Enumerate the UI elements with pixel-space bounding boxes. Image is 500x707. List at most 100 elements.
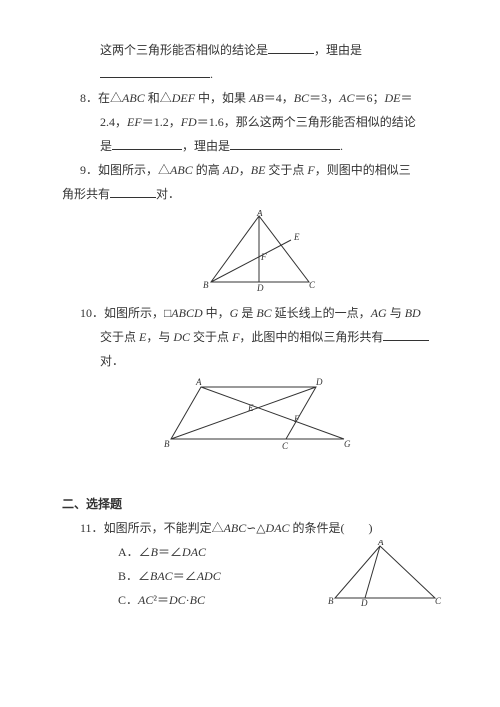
- q11-DAC: DAC: [266, 521, 290, 535]
- q8-eq5: ＝1.2，: [142, 115, 181, 129]
- q7-line2: .: [100, 62, 450, 86]
- q7-blank2[interactable]: [100, 66, 210, 78]
- q11-choice-C[interactable]: C．AC²＝DC·BC: [118, 588, 320, 612]
- q9-e: ，则图中的相似三: [315, 163, 411, 177]
- q10-lbl-G: G: [344, 439, 351, 449]
- q9-c: ，: [239, 163, 251, 177]
- q11-C-DC: DC: [169, 588, 186, 612]
- q11-c: 的条件是( ): [290, 521, 373, 535]
- q10-AG: AG: [371, 306, 387, 320]
- q10-l2b: ，与: [146, 330, 173, 344]
- q10-BD: BD: [405, 306, 421, 320]
- q8-blank2[interactable]: [230, 138, 340, 150]
- q10-lbl-E: E: [247, 403, 254, 413]
- q10-line2: 交于点 E，与 DC 交于点 F，此图中的相似三角形共有: [100, 325, 450, 349]
- q10-l2c: 交于点: [190, 330, 232, 344]
- q9-AD: AD: [223, 163, 239, 177]
- q11-C-pre: C．: [118, 588, 138, 612]
- q11-C-sq: ²＝: [153, 588, 169, 612]
- q10-lbl-F: F: [293, 414, 300, 424]
- q9-F: F: [307, 163, 314, 177]
- q9-blank[interactable]: [110, 186, 156, 198]
- q10-d: 延长线上的一点，: [272, 306, 371, 320]
- q9-line2: 角形共有 对．: [62, 182, 450, 206]
- q8-l3a: 是: [100, 139, 112, 153]
- q10-G: G: [230, 306, 239, 320]
- q10-e: 与: [387, 306, 405, 320]
- q11-b: ∽△: [246, 521, 265, 535]
- q9-line1: 9．如图所示，△ABC 的高 AD，BE 交于点 F，则图中的相似三: [80, 158, 450, 182]
- q8-eq3: ＝6；: [354, 91, 384, 105]
- q11-ABC: ABC: [224, 521, 247, 535]
- q10-l2d: ，此图中的相似三角形共有: [239, 330, 383, 344]
- q10-b: 中，: [203, 306, 230, 320]
- q8-eq2: ＝3，: [309, 91, 339, 105]
- spacer: [62, 468, 450, 482]
- q9-lbl-A: A: [256, 210, 263, 218]
- section2-heading: 二、选择题: [62, 492, 450, 516]
- q10-lbl-A: A: [195, 377, 202, 387]
- q7-blank1[interactable]: [268, 42, 314, 54]
- q8-BC: BC: [294, 91, 309, 105]
- q9-lbl-B: B: [203, 280, 209, 290]
- q8-DEF: DEF: [172, 91, 195, 105]
- q11-choice-B[interactable]: B．∠BAC＝∠ADC: [118, 564, 320, 588]
- q11-lbl-D: D: [360, 598, 368, 608]
- q10-c: 是: [238, 306, 256, 320]
- q8-ABC: ABC: [122, 91, 145, 105]
- q9-lbl-E: E: [293, 232, 300, 242]
- q9-ABC: ABC: [170, 163, 193, 177]
- q9-lbl-F: F: [260, 252, 267, 262]
- q11-A-DAC: DAC: [182, 540, 206, 564]
- q9-l2a: 角形共有: [62, 187, 110, 201]
- q11-choices: A．∠B＝∠DAC B．∠BAC＝∠ADC C．AC²＝DC·BC: [118, 540, 320, 612]
- q10-l2a: 交于点: [100, 330, 139, 344]
- q9-b: 的高: [193, 163, 223, 177]
- q8-l3c: .: [340, 139, 343, 153]
- q8-line1: 8．在△ABC 和△DEF 中，如果 AB＝4，BC＝3，AC＝6；DE＝: [80, 86, 450, 110]
- q10-lbl-C: C: [282, 441, 289, 451]
- q10-lbl-B: B: [164, 439, 170, 449]
- q10-ABCD: ABCD: [171, 306, 202, 320]
- q8-AC: AC: [339, 91, 354, 105]
- q10-lbl-D: D: [315, 377, 323, 387]
- q9-BE: BE: [251, 163, 266, 177]
- q8-c: 中，如果: [195, 91, 249, 105]
- q11-A-mid: ＝∠: [158, 540, 182, 564]
- q10-line3: 对．: [100, 349, 450, 373]
- q8-eq1: ＝4，: [264, 91, 294, 105]
- q8-AB: AB: [249, 91, 264, 105]
- q10-l3a: 对．: [100, 354, 124, 368]
- q9-lbl-D: D: [256, 283, 264, 293]
- q8-l2a: 2.4，: [100, 115, 127, 129]
- q8-l3b: ，理由是: [182, 139, 230, 153]
- q11-a: 如图所示，不能判定△: [104, 521, 224, 535]
- q11-choice-A[interactable]: A．∠B＝∠DAC: [118, 540, 320, 564]
- q10-figure: A D B C G E F: [62, 377, 450, 462]
- q11-B-mid: ＝∠: [173, 564, 197, 588]
- q11-lbl-C: C: [435, 596, 442, 606]
- q11-B-pre: B．∠: [118, 564, 150, 588]
- q8-blank1[interactable]: [112, 138, 182, 150]
- q8-line2: 2.4，EF＝1.2，FD＝1.6，那么这两个三角形能否相似的结论: [100, 110, 450, 134]
- q9-d: 交于点: [265, 163, 307, 177]
- q11-B-ADC: ADC: [197, 564, 221, 588]
- q7-line1: 这两个三角形能否相似的结论是，理由是: [100, 38, 450, 62]
- q9-a: 如图所示，△: [98, 163, 170, 177]
- q9-num: 9．: [80, 163, 98, 177]
- q11-lbl-A: A: [377, 540, 384, 547]
- q8-EF: EF: [127, 115, 142, 129]
- q8-eq4: ＝: [400, 91, 412, 105]
- q10-blank[interactable]: [383, 329, 429, 341]
- q8-eq6: ＝1.6，那么这两个三角形能否相似的结论: [197, 115, 416, 129]
- q9-l2b: 对．: [156, 187, 180, 201]
- q10-DC: DC: [173, 330, 190, 344]
- q11-C-BC: BC: [190, 588, 205, 612]
- q11-A-pre: A．∠: [118, 540, 151, 564]
- q11-A-B: B: [151, 540, 158, 564]
- q7-end: .: [210, 67, 213, 81]
- q11-lbl-B: B: [328, 596, 334, 606]
- q10-a: 如图所示，: [104, 306, 164, 320]
- q9-lbl-C: C: [309, 280, 316, 290]
- q11-line1: 11．如图所示，不能判定△ABC∽△DAC 的条件是( ): [80, 516, 450, 540]
